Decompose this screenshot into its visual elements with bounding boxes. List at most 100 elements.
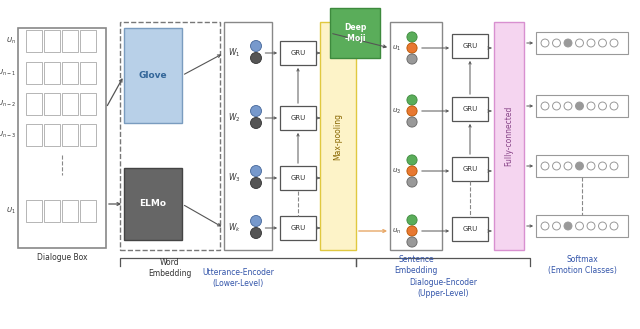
Circle shape bbox=[552, 102, 561, 110]
Circle shape bbox=[587, 102, 595, 110]
Text: GRU: GRU bbox=[462, 43, 477, 49]
Text: GRU: GRU bbox=[291, 50, 306, 56]
FancyBboxPatch shape bbox=[44, 200, 60, 222]
FancyBboxPatch shape bbox=[26, 62, 42, 84]
Text: $u_n$: $u_n$ bbox=[392, 226, 402, 236]
Text: Deep
-Moji: Deep -Moji bbox=[344, 23, 366, 43]
Text: ELMo: ELMo bbox=[140, 199, 166, 209]
FancyBboxPatch shape bbox=[62, 200, 78, 222]
Text: $U_{n-2}$: $U_{n-2}$ bbox=[0, 99, 16, 109]
Circle shape bbox=[598, 39, 607, 47]
FancyBboxPatch shape bbox=[536, 32, 628, 54]
Circle shape bbox=[598, 222, 607, 230]
Circle shape bbox=[407, 117, 417, 127]
Text: GRU: GRU bbox=[291, 115, 306, 121]
FancyBboxPatch shape bbox=[44, 62, 60, 84]
FancyBboxPatch shape bbox=[18, 28, 106, 248]
Circle shape bbox=[610, 39, 618, 47]
Text: GRU: GRU bbox=[462, 226, 477, 232]
Circle shape bbox=[407, 166, 417, 176]
FancyBboxPatch shape bbox=[62, 93, 78, 115]
Circle shape bbox=[564, 102, 572, 110]
Circle shape bbox=[587, 222, 595, 230]
FancyBboxPatch shape bbox=[452, 97, 488, 121]
Circle shape bbox=[552, 222, 561, 230]
Circle shape bbox=[541, 39, 549, 47]
FancyBboxPatch shape bbox=[26, 30, 42, 52]
Circle shape bbox=[552, 39, 561, 47]
FancyBboxPatch shape bbox=[80, 200, 96, 222]
FancyBboxPatch shape bbox=[62, 62, 78, 84]
FancyBboxPatch shape bbox=[280, 216, 316, 240]
Circle shape bbox=[407, 32, 417, 42]
FancyBboxPatch shape bbox=[452, 34, 488, 58]
Text: $U_{n-3}$: $U_{n-3}$ bbox=[0, 130, 16, 140]
FancyBboxPatch shape bbox=[280, 166, 316, 190]
Circle shape bbox=[250, 215, 262, 226]
FancyBboxPatch shape bbox=[80, 93, 96, 115]
Circle shape bbox=[575, 162, 584, 170]
FancyBboxPatch shape bbox=[536, 155, 628, 177]
Circle shape bbox=[407, 237, 417, 247]
Circle shape bbox=[575, 102, 584, 110]
Text: Dialogue Box: Dialogue Box bbox=[36, 254, 87, 263]
Text: $U_1$: $U_1$ bbox=[6, 206, 16, 216]
Text: $W_2$: $W_2$ bbox=[228, 112, 240, 124]
FancyBboxPatch shape bbox=[224, 22, 272, 250]
Text: Softmax
(Emotion Classes): Softmax (Emotion Classes) bbox=[548, 255, 616, 275]
FancyBboxPatch shape bbox=[124, 28, 182, 123]
Circle shape bbox=[564, 39, 572, 47]
FancyBboxPatch shape bbox=[62, 124, 78, 146]
FancyBboxPatch shape bbox=[452, 217, 488, 241]
Circle shape bbox=[407, 95, 417, 105]
Circle shape bbox=[575, 222, 584, 230]
Text: Word
Embedding: Word Embedding bbox=[148, 258, 192, 278]
FancyBboxPatch shape bbox=[26, 200, 42, 222]
FancyBboxPatch shape bbox=[44, 124, 60, 146]
Text: GRU: GRU bbox=[291, 225, 306, 231]
Text: $W_k$: $W_k$ bbox=[228, 222, 241, 234]
FancyBboxPatch shape bbox=[390, 22, 442, 250]
Circle shape bbox=[407, 215, 417, 225]
Text: $U_{n-1}$: $U_{n-1}$ bbox=[0, 68, 16, 78]
FancyBboxPatch shape bbox=[80, 30, 96, 52]
Circle shape bbox=[575, 39, 584, 47]
Circle shape bbox=[541, 222, 549, 230]
Text: Glove: Glove bbox=[139, 71, 167, 80]
Text: $u_1$: $u_1$ bbox=[392, 43, 401, 53]
Circle shape bbox=[250, 165, 262, 176]
FancyBboxPatch shape bbox=[452, 157, 488, 181]
Text: GRU: GRU bbox=[462, 166, 477, 172]
FancyBboxPatch shape bbox=[44, 93, 60, 115]
FancyBboxPatch shape bbox=[80, 124, 96, 146]
Circle shape bbox=[407, 226, 417, 236]
Text: Sentence
Embedding: Sentence Embedding bbox=[394, 255, 438, 275]
FancyBboxPatch shape bbox=[536, 95, 628, 117]
Text: GRU: GRU bbox=[291, 175, 306, 181]
FancyBboxPatch shape bbox=[80, 62, 96, 84]
Circle shape bbox=[250, 40, 262, 52]
FancyBboxPatch shape bbox=[280, 106, 316, 130]
Circle shape bbox=[250, 178, 262, 189]
FancyBboxPatch shape bbox=[124, 168, 182, 240]
FancyBboxPatch shape bbox=[26, 93, 42, 115]
FancyBboxPatch shape bbox=[62, 30, 78, 52]
Text: Max-pooling: Max-pooling bbox=[333, 113, 342, 160]
Text: $W_1$: $W_1$ bbox=[228, 47, 240, 59]
Circle shape bbox=[541, 162, 549, 170]
Text: $U_n$: $U_n$ bbox=[6, 36, 16, 46]
Circle shape bbox=[407, 43, 417, 53]
Circle shape bbox=[564, 162, 572, 170]
Circle shape bbox=[407, 155, 417, 165]
Text: Utterance-Encoder
(Lower-Level): Utterance-Encoder (Lower-Level) bbox=[202, 268, 274, 288]
Circle shape bbox=[250, 227, 262, 239]
Circle shape bbox=[407, 106, 417, 116]
Circle shape bbox=[552, 162, 561, 170]
FancyBboxPatch shape bbox=[330, 8, 380, 58]
Circle shape bbox=[587, 39, 595, 47]
Circle shape bbox=[598, 102, 607, 110]
FancyBboxPatch shape bbox=[536, 215, 628, 237]
Circle shape bbox=[250, 53, 262, 63]
Circle shape bbox=[564, 222, 572, 230]
Text: Fully-connected: Fully-connected bbox=[504, 106, 513, 166]
